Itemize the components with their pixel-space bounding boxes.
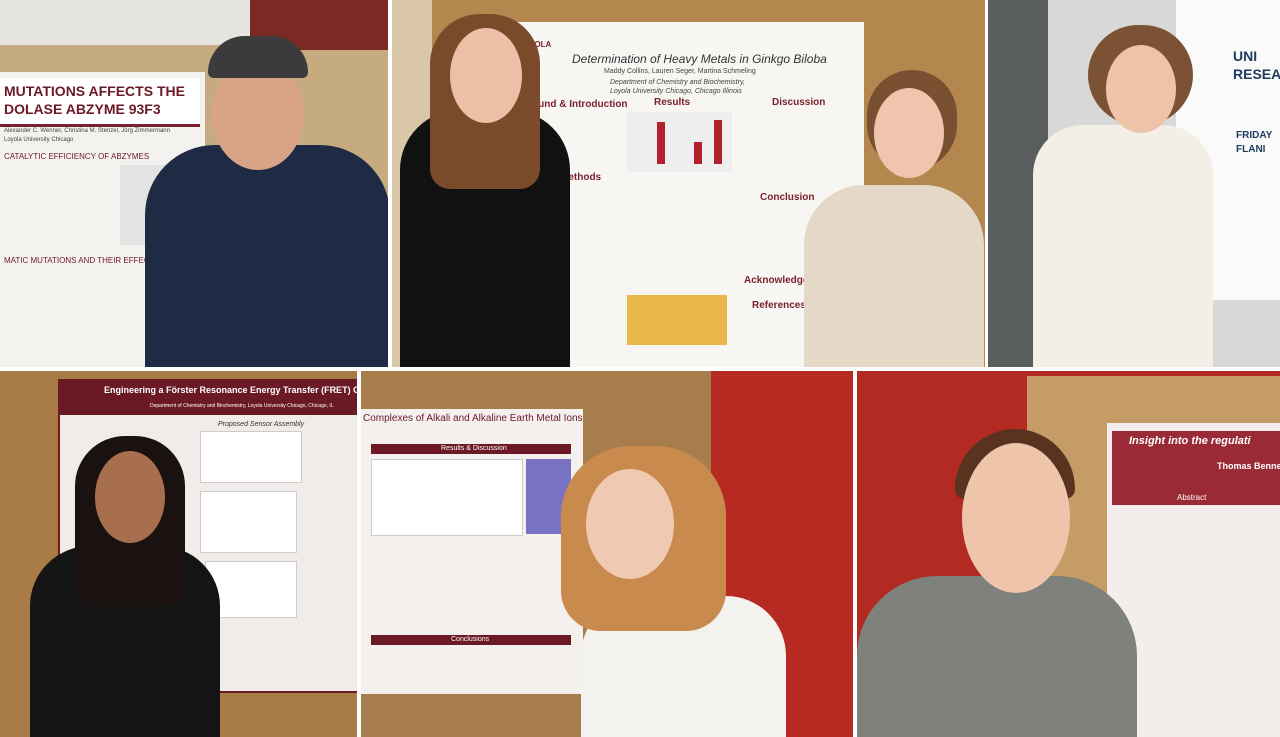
poster-title: Complexes of Alkali and Alkaline Earth M… — [363, 413, 583, 424]
poster-section: ound & Introduction — [532, 99, 628, 110]
poster-title: Determination of Heavy Metals in Ginkgo … — [572, 52, 827, 66]
poster-figure — [205, 561, 297, 618]
poster-authors: Thomas Bennett — [1217, 461, 1280, 471]
poster-authors: Alexander C. Wenner, Christina M. Stenze… — [4, 128, 170, 134]
person-head — [450, 28, 522, 123]
poster-section: CATALYTIC EFFICIENCY OF ABZYMES — [4, 152, 150, 161]
person-head — [586, 469, 674, 579]
poster-header — [0, 78, 200, 127]
poster-section: Proposed Sensor Assembly — [218, 421, 305, 428]
person-head — [874, 88, 944, 178]
photo-tile: UNI RESEA FRIDAY FLANI — [988, 0, 1280, 367]
poster-title: Insight into the regulati — [1129, 435, 1251, 447]
poster-affiliation: Loyola University Chicago — [4, 137, 74, 143]
photo-tile: MUTATIONS AFFECTS THE DOLASE ABZYME 93F3… — [0, 0, 388, 367]
poster-text: FLANI — [1236, 144, 1266, 155]
poster-section: MATIC MUTATIONS AND THEIR EFFECTS ON BIN — [4, 256, 190, 265]
person-body — [145, 145, 388, 367]
poster — [361, 409, 583, 694]
person-head — [212, 60, 304, 170]
poster-section: Acknowledgem — [744, 275, 818, 286]
poster-title: DOLASE ABZYME 93F3 — [4, 101, 161, 117]
poster-text: UNI — [1233, 48, 1258, 64]
poster-band — [371, 635, 571, 645]
photo-tile: Complexes of Alkali and Alkaline Earth M… — [361, 371, 853, 737]
figure-bar — [714, 120, 722, 164]
poster-table — [627, 295, 727, 345]
poster-section: Abstract — [1177, 493, 1207, 502]
cap — [208, 36, 308, 78]
poster-affiliation: Loyola University Chicago, Chicago Illin… — [610, 88, 742, 95]
person-body — [1033, 125, 1213, 367]
poster-band — [1112, 491, 1280, 505]
poster-section: Conclusion — [760, 192, 815, 203]
poster-header — [1112, 431, 1280, 491]
poster-authors: Maddy Collins, Lauren Seger, Martina Sch… — [604, 68, 756, 75]
person-body — [857, 576, 1137, 737]
figure-bar — [657, 122, 665, 164]
poster-affiliation: Department of Chemistry and Biochemistry… — [610, 79, 745, 86]
poster-figure — [200, 491, 297, 553]
poster-section: Methods — [560, 172, 602, 183]
person-head — [1106, 45, 1176, 133]
poster-title: MUTATIONS AFFECTS THE — [4, 83, 185, 99]
poster-figure — [200, 431, 302, 483]
poster-text: FRIDAY — [1236, 130, 1273, 141]
poster-section: Conclusions — [451, 636, 490, 643]
photo-tile: LOYOLA Determination of Heavy Metals in … — [392, 0, 985, 367]
poster-title: Engineering a Förster Resonance Energy T… — [104, 385, 357, 395]
person-head — [95, 451, 165, 543]
poster-band — [371, 444, 571, 454]
figure-bar — [694, 142, 702, 164]
poster-affiliation: Department of Chemistry and Biochemistry… — [150, 403, 334, 409]
poster-section: References — [752, 300, 806, 311]
poster-section: Results & Discussion — [441, 445, 507, 452]
poster-section: Discussion — [772, 97, 826, 108]
photo-tile: Engineering a Förster Resonance Energy T… — [0, 371, 357, 737]
poster-header — [60, 381, 357, 415]
poster-table — [371, 459, 523, 536]
person-head — [962, 443, 1070, 593]
person-body — [804, 185, 984, 367]
photo-tile: Insight into the regulati Thomas Bennett… — [857, 371, 1280, 737]
poster-text: RESEA — [1233, 66, 1280, 82]
poster-section: Results — [654, 97, 691, 108]
